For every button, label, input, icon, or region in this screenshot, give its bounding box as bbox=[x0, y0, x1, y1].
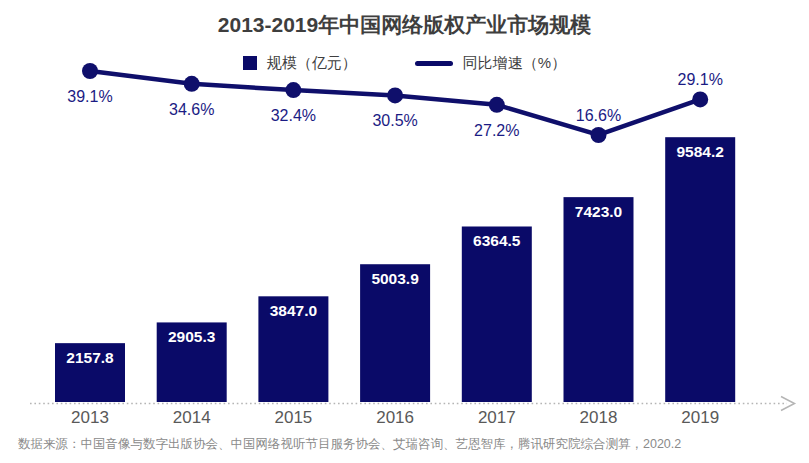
bar bbox=[564, 197, 634, 402]
growth-label: 34.6% bbox=[169, 101, 214, 118]
growth-label: 29.1% bbox=[678, 71, 723, 88]
chart-container: 2013-2019年中国网络版权产业市场规模 规模（亿元） 同比增速（%） 21… bbox=[0, 0, 809, 463]
bar-value-label: 9584.2 bbox=[676, 143, 723, 160]
line-marker bbox=[387, 87, 403, 103]
year-label: 2016 bbox=[376, 408, 414, 427]
growth-label: 30.5% bbox=[372, 112, 417, 129]
bar-value-label: 2157.8 bbox=[66, 349, 114, 366]
bar-value-label: 5003.9 bbox=[371, 270, 419, 287]
year-label: 2018 bbox=[580, 408, 618, 427]
year-label: 2015 bbox=[274, 408, 312, 427]
legend-bar-label: 规模（亿元） bbox=[267, 54, 357, 73]
growth-label: 16.6% bbox=[576, 107, 621, 124]
year-label: 2017 bbox=[478, 408, 516, 427]
line-series-swatch-icon bbox=[415, 61, 453, 66]
bar-value-label: 3847.0 bbox=[270, 302, 317, 319]
bar-value-label: 7423.0 bbox=[575, 203, 622, 220]
year-label: 2014 bbox=[173, 408, 211, 427]
bar-value-label: 2905.3 bbox=[168, 328, 216, 345]
chart-title: 2013-2019年中国网络版权产业市场规模 bbox=[0, 11, 809, 39]
data-source-note: 数据来源：中国音像与数字出版协会、中国网络视听节目服务协会、艾瑞咨询、艺恩智库，… bbox=[18, 436, 681, 453]
bar bbox=[665, 137, 735, 402]
legend-line-label: 同比增速（%） bbox=[463, 54, 566, 73]
legend-item-line: 同比增速（%） bbox=[415, 54, 566, 73]
legend-item-bar: 规模（亿元） bbox=[243, 54, 357, 73]
growth-label: 27.2% bbox=[474, 122, 519, 139]
growth-label: 32.4% bbox=[271, 107, 316, 124]
line-marker bbox=[692, 91, 708, 107]
growth-label: 39.1% bbox=[67, 88, 112, 105]
year-label: 2019 bbox=[681, 408, 719, 427]
year-label: 2013 bbox=[71, 408, 109, 427]
line-marker bbox=[184, 76, 200, 92]
bar-value-label: 6364.5 bbox=[473, 232, 521, 249]
line-marker bbox=[489, 97, 505, 113]
bar-series-swatch-icon bbox=[243, 56, 257, 70]
bar bbox=[462, 226, 532, 402]
legend: 规模（亿元） 同比增速（%） bbox=[0, 53, 809, 73]
line-marker bbox=[591, 127, 607, 143]
line-marker bbox=[285, 82, 301, 98]
